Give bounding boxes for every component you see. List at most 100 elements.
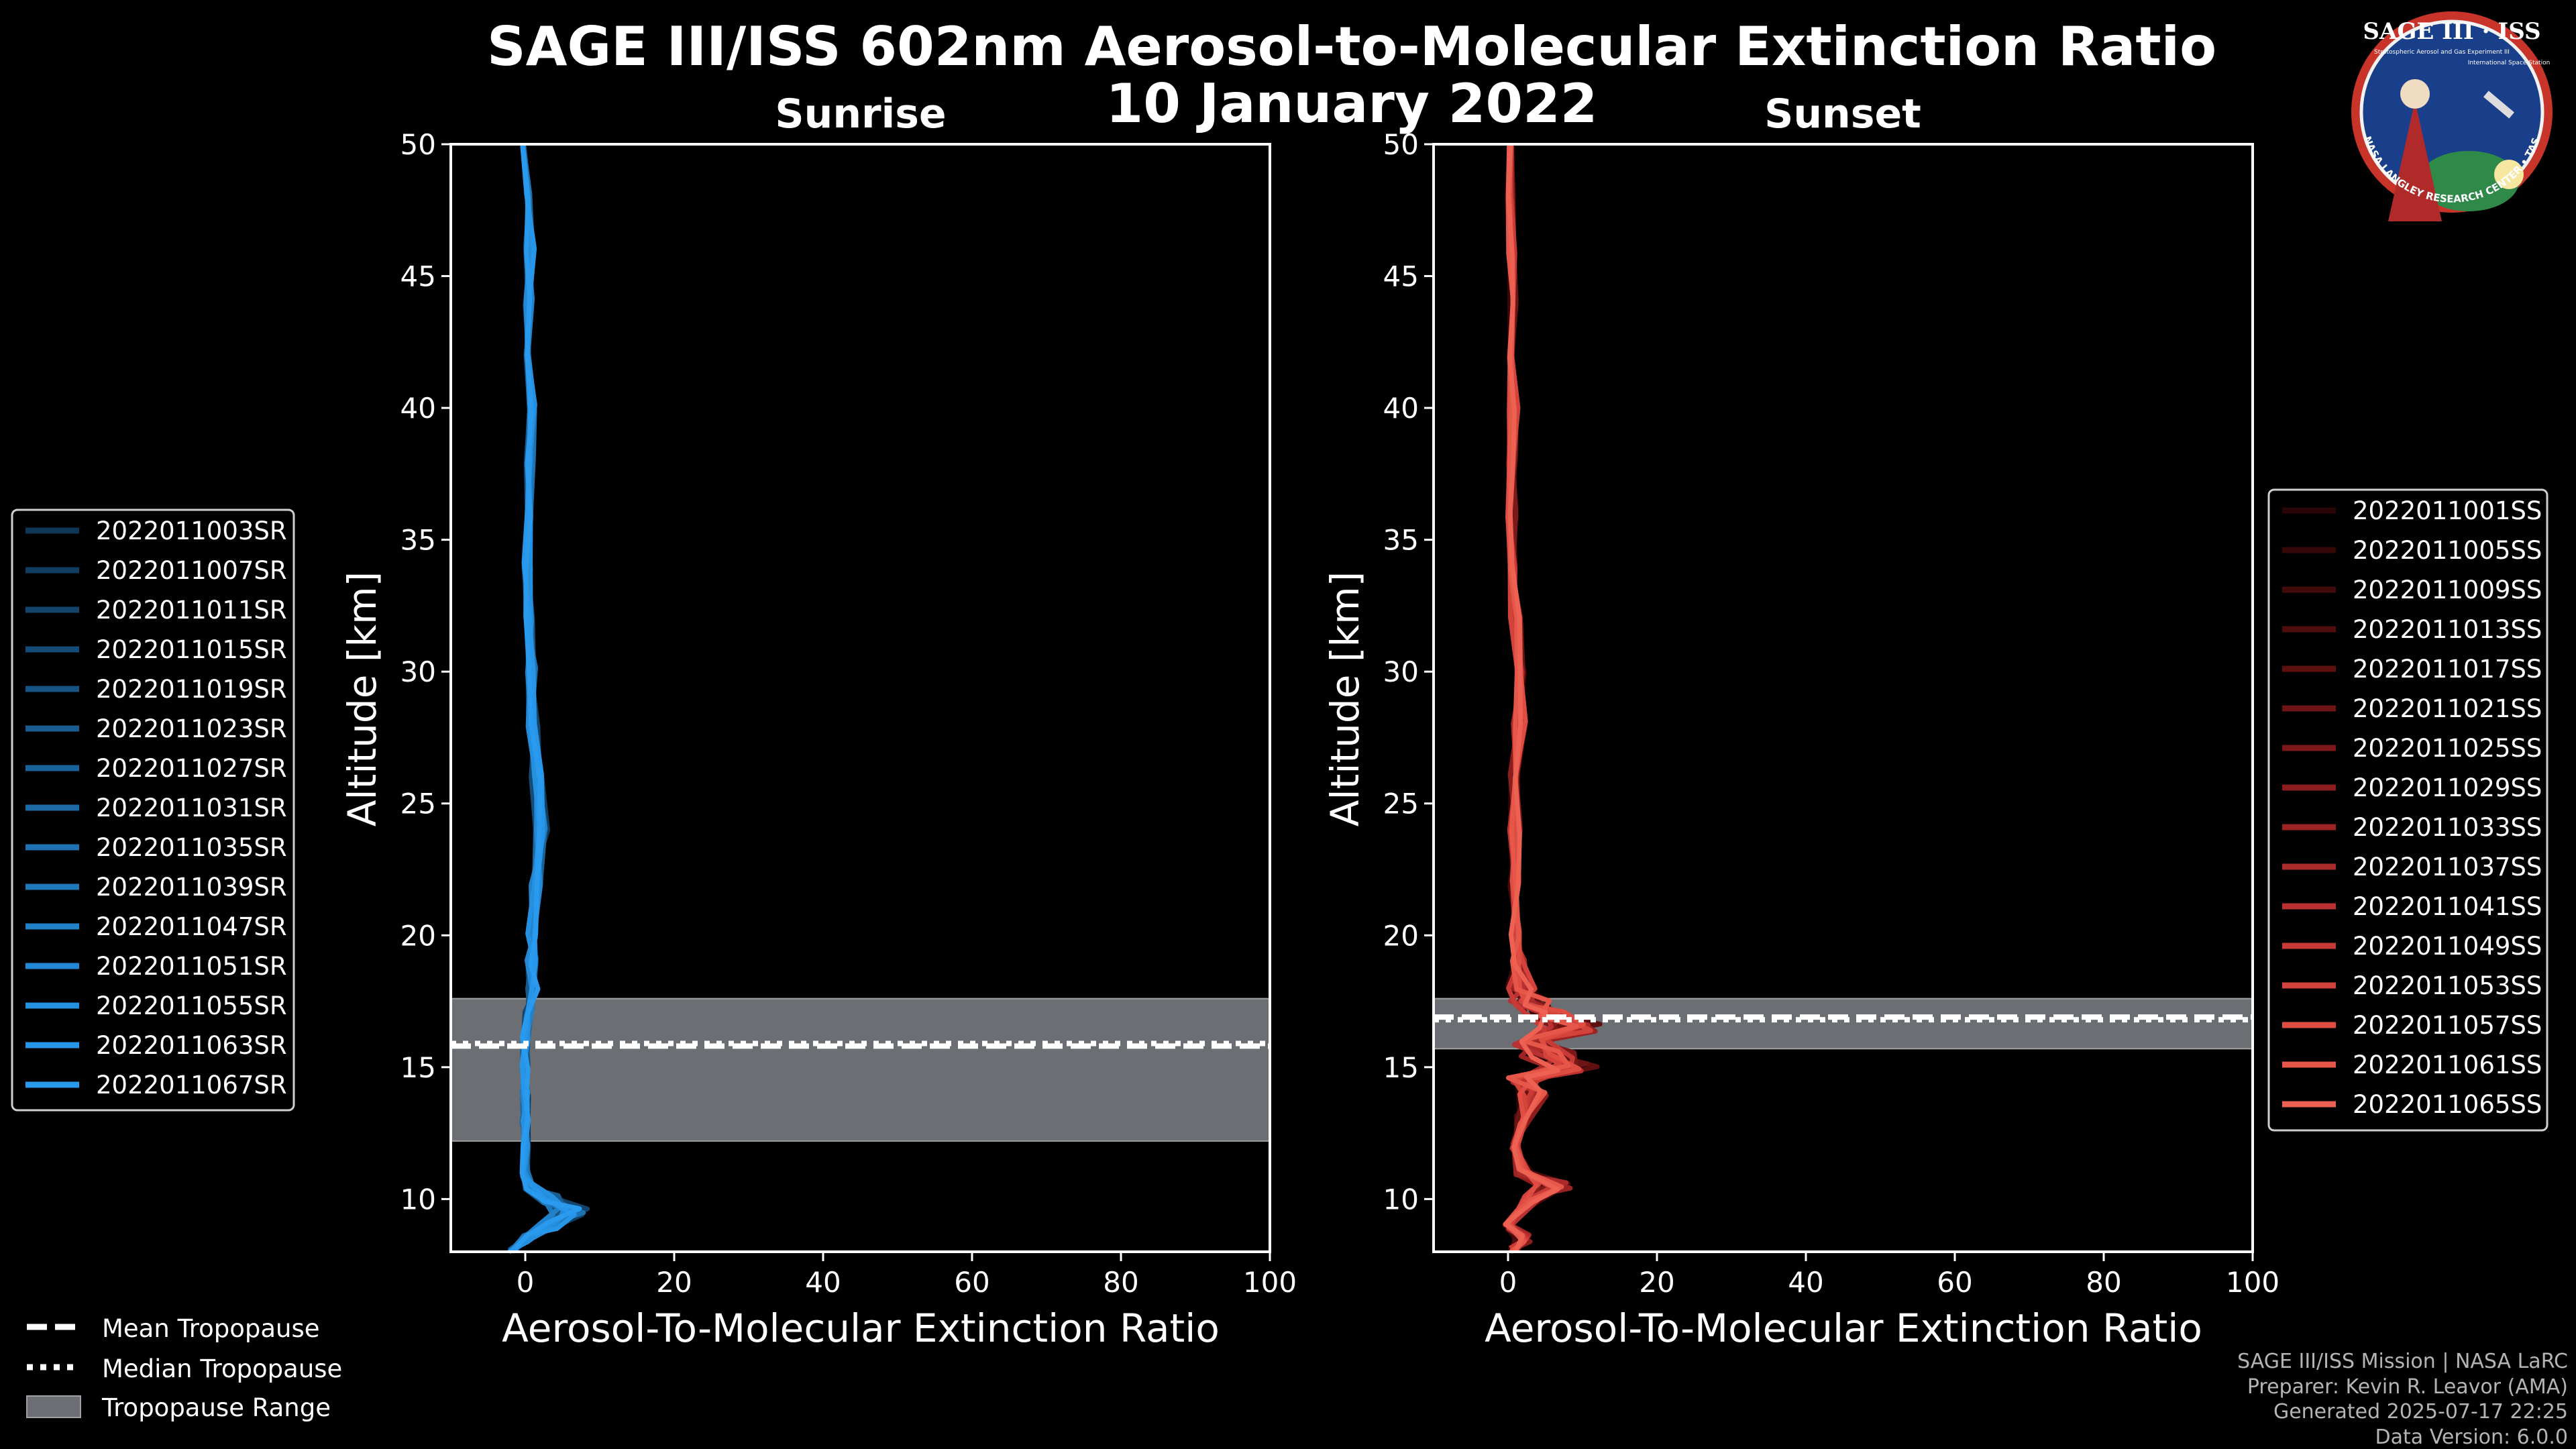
legend-entry-2022011057SS: 2022011057SS (2353, 1011, 2542, 1040)
x-tick-label: 100 (1243, 1266, 1297, 1299)
profile-line-2022011067SR (510, 144, 582, 1254)
legend-entry-2022011013SS: 2022011013SS (2353, 615, 2542, 644)
y-tick-label: 25 (400, 788, 436, 820)
legend-entry-2022011063SR: 2022011063SR (96, 1031, 287, 1060)
earth-icon (2418, 151, 2519, 211)
legend-entry-2022011015SR: 2022011015SR (96, 635, 287, 664)
y-tick-label: 40 (400, 392, 436, 425)
space-station-icon (2483, 91, 2515, 119)
panel-title-sunrise: Sunrise (775, 91, 946, 138)
credit-line: Preparer: Kevin R. Leavor (AMA) (2247, 1375, 2568, 1399)
y-tick-label: 15 (400, 1051, 436, 1084)
x-tick-label: 20 (656, 1266, 692, 1299)
legend-entry-2022011001SS: 2022011001SS (2353, 496, 2542, 525)
tropopause-range-label: Tropopause Range (101, 1393, 331, 1422)
legend-entry-2022011021SS: 2022011021SS (2353, 694, 2542, 723)
x-tick-label: 60 (1937, 1266, 1972, 1299)
legend-entry-2022011053SS: 2022011053SS (2353, 971, 2542, 1000)
sunset-y-axis-label: Altitude [km] (1322, 572, 1368, 826)
plot-frame (1432, 143, 2254, 1253)
legend-box (2267, 488, 2548, 1132)
x-tick-label: 80 (2086, 1266, 2121, 1299)
profile-line-2022011065SS (1503, 144, 1560, 1253)
y-tick-label: 45 (1383, 260, 1419, 293)
legend-entry-2022011039SR: 2022011039SR (96, 873, 287, 902)
logo-subtitle: Stratospheric Aerosol and Gas Experiment… (2374, 49, 2510, 56)
x-tick-label: 20 (1639, 1266, 1674, 1299)
legend-entry-2022011019SR: 2022011019SR (96, 675, 287, 704)
credits: SAGE III/ISS Mission | NASA LaRC Prepare… (2237, 1350, 2568, 1449)
y-tick-label: 20 (400, 919, 436, 952)
legend-entry-2022011067SR: 2022011067SR (96, 1071, 287, 1099)
x-tick-label: 40 (1788, 1266, 1823, 1299)
logo-station: International Space Station (2468, 60, 2551, 66)
legend-entry-2022011005SS: 2022011005SS (2353, 536, 2542, 565)
x-tick-label: 40 (805, 1266, 841, 1299)
tropopause-range-swatch (26, 1395, 81, 1418)
y-tick-label: 50 (1383, 128, 1419, 161)
legend-entry-2022011003SR: 2022011003SR (96, 517, 287, 545)
y-tick-label: 35 (1383, 524, 1419, 557)
wizard-robe-icon (2388, 101, 2442, 221)
x-tick-label: 100 (2226, 1266, 2279, 1299)
sunset-x-axis-label: Aerosol-To-Molecular Extinction Ratio (1485, 1305, 2202, 1351)
sunrise-panel: 0 20 40 60 80 100 10 15 20 25 30 35 40 45 50 (400, 128, 1297, 1299)
legend-entry-2022011029SS: 2022011029SS (2353, 773, 2542, 802)
legend-entry-2022011011SR: 2022011011SR (96, 596, 287, 625)
median-tropopause-label: Median Tropopause (102, 1354, 342, 1383)
chart-subtitle: 10 January 2022 (1106, 72, 1598, 135)
legend-entry-2022011047SR: 2022011047SR (96, 912, 287, 941)
legend-entry-2022011055SR: 2022011055SR (96, 991, 287, 1020)
y-tick-label: 30 (1383, 655, 1419, 688)
legend-box (11, 508, 295, 1112)
credit-line: Data Version: 6.0.0 (2375, 1426, 2568, 1449)
y-tick-label: 20 (1383, 919, 1419, 952)
legend-entry-2022011007SR: 2022011007SR (96, 556, 287, 585)
legend-entry-2022011009SS: 2022011009SS (2353, 576, 2542, 604)
legend-entry-2022011017SS: 2022011017SS (2353, 655, 2542, 684)
x-tick-label: 0 (517, 1266, 535, 1299)
x-tick-label: 0 (1499, 1266, 1517, 1299)
mean-tropopause-label: Mean Tropopause (102, 1314, 320, 1343)
x-tick-label: 80 (1103, 1266, 1138, 1299)
sunset-legend: 2022011001SS 2022011005SS 2022011009SS 2022… (2267, 488, 2548, 1132)
y-tick-label: 25 (1383, 788, 1419, 820)
logo-title: SAGE III · ISS (2363, 18, 2540, 45)
plot-background (1434, 144, 2253, 1252)
y-tick-label: 15 (1383, 1051, 1419, 1084)
y-tick-label: 10 (1383, 1183, 1419, 1216)
legend-entry-2022011065SS: 2022011065SS (2353, 1090, 2542, 1119)
legend-entry-2022011037SS: 2022011037SS (2353, 853, 2542, 881)
tropopause-range-band (450, 998, 1271, 1142)
panel-title-sunset: Sunset (1764, 91, 1921, 138)
legend-entry-2022011027SR: 2022011027SR (96, 754, 287, 783)
x-tick-label: 60 (954, 1266, 989, 1299)
tropopause-legend: Mean Tropopause Median Tropopause Tropop… (26, 1314, 342, 1422)
wizard-head-icon (2400, 79, 2430, 109)
y-tick-label: 45 (400, 260, 436, 293)
y-tick-label: 50 (400, 128, 436, 161)
legend-entry-2022011049SS: 2022011049SS (2353, 932, 2542, 961)
sunrise-legend: 2022011003SR 2022011007SR 2022011011SR 2022… (11, 508, 295, 1112)
y-tick-label: 40 (1383, 392, 1419, 425)
sunset-panel: 0 20 40 60 80 100 10 15 20 25 30 35 40 45 50 (1383, 128, 2280, 1299)
legend-entry-2022011041SS: 2022011041SS (2353, 892, 2542, 921)
sunrise-y-axis-label: Altitude [km] (339, 572, 385, 826)
legend-entry-2022011031SR: 2022011031SR (96, 794, 287, 822)
legend-entry-2022011025SS: 2022011025SS (2353, 734, 2542, 763)
legend-entry-2022011023SR: 2022011023SR (96, 714, 287, 743)
y-tick-label: 35 (400, 524, 436, 557)
legend-entry-2022011033SS: 2022011033SS (2353, 813, 2542, 842)
y-tick-label: 10 (400, 1183, 436, 1216)
credit-line: Generated 2025-07-17 22:25 (2273, 1400, 2568, 1424)
credit-line: SAGE III/ISS Mission | NASA LaRC (2237, 1350, 2568, 1373)
y-tick-label: 30 (400, 655, 436, 688)
sunrise-x-axis-label: Aerosol-To-Molecular Extinction Ratio (502, 1305, 1220, 1351)
plot-frame (449, 143, 1271, 1253)
sun-icon (2494, 160, 2524, 189)
legend-entry-2022011061SS: 2022011061SS (2353, 1051, 2542, 1079)
legend-entry-2022011035SR: 2022011035SR (96, 833, 287, 862)
legend-entry-2022011051SR: 2022011051SR (96, 952, 287, 981)
profile-line-2022011061SS (1504, 144, 1579, 1254)
